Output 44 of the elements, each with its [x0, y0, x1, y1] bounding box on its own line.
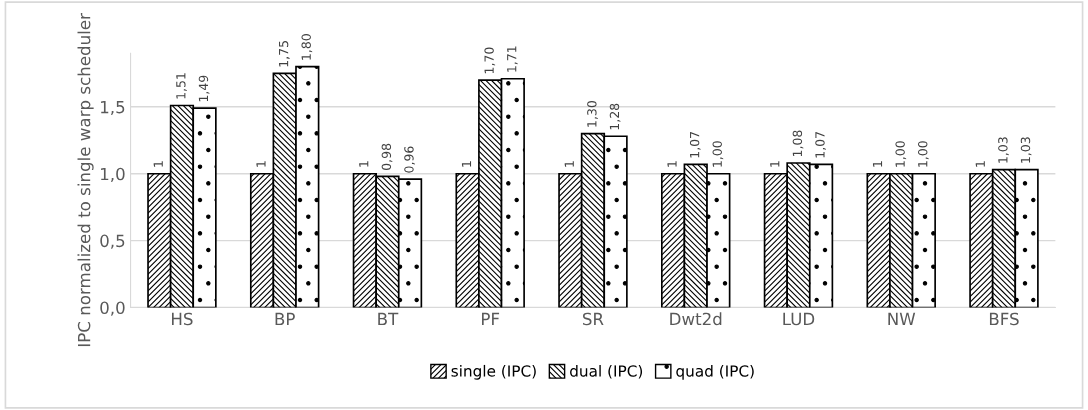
data-label: 1	[564, 161, 574, 167]
data-label: 1,00	[895, 141, 907, 167]
y-axis-title: IPC normalized to single warp scheduler	[77, 13, 94, 347]
x-tick-label: Dwt2d	[670, 312, 722, 326]
data-label: 1,00	[918, 141, 929, 167]
data-label: 1,49	[198, 75, 210, 102]
data-label: 1,30	[587, 101, 598, 127]
data-label: 1	[667, 161, 677, 167]
data-label: 0,98	[381, 143, 393, 171]
x-tick-label: NW	[888, 312, 916, 326]
x-tick-label: SR	[582, 312, 604, 326]
y-tick-label: 0,0	[100, 301, 125, 316]
data-label: 0,96	[404, 146, 415, 173]
data-label: 1,03	[1020, 137, 1032, 163]
data-label: 1,80	[301, 34, 313, 60]
data-label: 1,71	[507, 46, 518, 72]
data-label: 1	[153, 161, 163, 167]
x-tick-label: PF	[482, 312, 500, 326]
x-tick-label: HS	[172, 312, 193, 326]
data-label: 1,75	[279, 41, 290, 67]
y-tick-label: 1,0	[101, 167, 125, 182]
data-label: 1,00	[712, 141, 724, 167]
x-tick-label: LUD	[783, 312, 815, 326]
x-tick-label: BP	[275, 312, 295, 326]
data-label: 1	[461, 161, 472, 167]
x-tick-label: BT	[378, 312, 399, 326]
data-label: 1	[975, 161, 985, 167]
data-label: 1	[872, 161, 883, 167]
legend-label: quad (IPC)	[676, 364, 754, 380]
data-label: 1	[256, 161, 266, 167]
data-label: 1,28	[609, 103, 621, 130]
data-label: 1,08	[792, 130, 804, 157]
data-label: 1,70	[484, 47, 496, 74]
data-label: 1	[770, 161, 780, 167]
legend-label: single (IPC)	[451, 364, 536, 380]
x-tick-label: BFS	[989, 312, 1019, 326]
data-label: 1,07	[815, 132, 826, 158]
data-label: 1,03	[998, 137, 1009, 163]
data-label: 1,07	[689, 132, 701, 158]
data-label: 1,51	[176, 73, 187, 99]
y-tick-label: 0,5	[100, 234, 125, 249]
data-label: 1	[359, 161, 369, 167]
legend-label: dual (IPC)	[570, 364, 643, 379]
y-tick-label: 1,5	[101, 101, 125, 116]
